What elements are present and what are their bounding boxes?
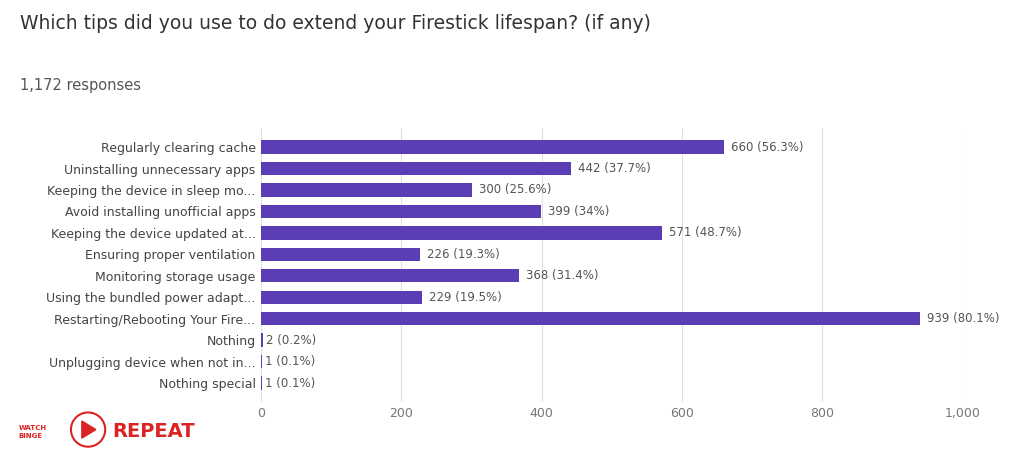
Text: WATCH
BINGE: WATCH BINGE bbox=[18, 425, 46, 439]
Text: 229 (19.5%): 229 (19.5%) bbox=[429, 291, 502, 304]
Bar bbox=[261, 269, 519, 282]
Text: 2 (0.2%): 2 (0.2%) bbox=[266, 334, 316, 347]
Bar bbox=[261, 312, 920, 325]
Text: 571 (48.7%): 571 (48.7%) bbox=[669, 226, 741, 239]
Text: Which tips did you use to do extend your Firestick lifespan? (if any): Which tips did you use to do extend your… bbox=[20, 14, 651, 33]
Text: 660 (56.3%): 660 (56.3%) bbox=[731, 141, 804, 154]
Text: 368 (31.4%): 368 (31.4%) bbox=[526, 269, 599, 282]
Bar bbox=[261, 226, 662, 239]
Text: 1 (0.1%): 1 (0.1%) bbox=[265, 377, 315, 389]
Text: 442 (37.7%): 442 (37.7%) bbox=[579, 162, 651, 175]
Text: 939 (80.1%): 939 (80.1%) bbox=[927, 312, 999, 325]
Polygon shape bbox=[82, 421, 96, 438]
Text: 300 (25.6%): 300 (25.6%) bbox=[478, 183, 551, 197]
Text: 226 (19.3%): 226 (19.3%) bbox=[427, 248, 500, 261]
Bar bbox=[261, 162, 571, 175]
Text: 399 (34%): 399 (34%) bbox=[548, 205, 609, 218]
Bar bbox=[261, 334, 262, 347]
Text: 1 (0.1%): 1 (0.1%) bbox=[265, 355, 315, 368]
Bar bbox=[261, 291, 422, 304]
Bar bbox=[261, 248, 420, 261]
Bar bbox=[261, 140, 724, 154]
Bar bbox=[261, 205, 541, 218]
Bar bbox=[261, 183, 471, 197]
Text: REPEAT: REPEAT bbox=[113, 422, 196, 441]
Text: 1,172 responses: 1,172 responses bbox=[20, 78, 141, 93]
